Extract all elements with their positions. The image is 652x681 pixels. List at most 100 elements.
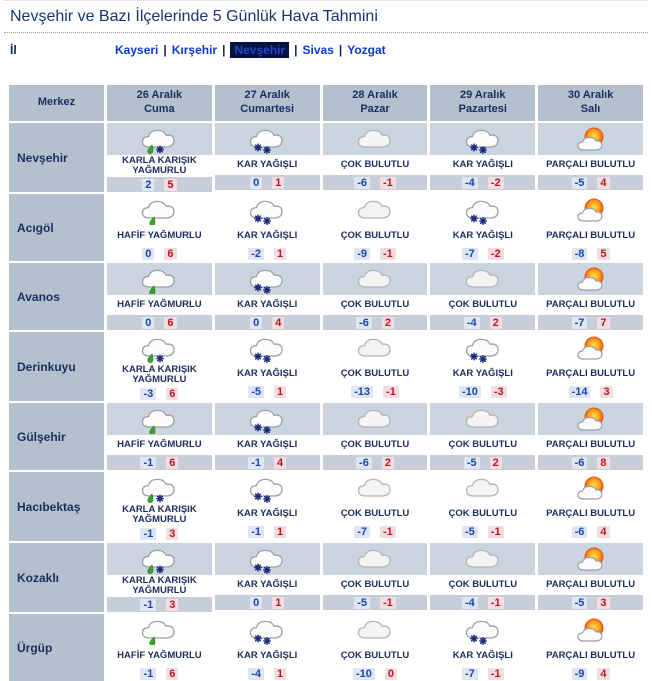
province-separator: | xyxy=(163,43,167,57)
weather-icon-band xyxy=(107,543,212,575)
min-temp: -6 xyxy=(356,456,372,469)
forecast-cell: HAFİF YAĞMURLU 0 6 xyxy=(107,194,212,261)
weather-icon-band xyxy=(322,472,428,504)
forecast-cell: ÇOK BULUTLU -4 -1 xyxy=(430,543,536,612)
day-header-3: 28 Aralık Pazar xyxy=(322,85,428,121)
province-link-2[interactable]: Kırşehir xyxy=(171,43,218,57)
weather-icon-band xyxy=(538,332,643,364)
condition-label: ÇOK BULUTLU xyxy=(322,226,428,246)
max-temp: 3 xyxy=(166,527,179,540)
temperature-band: -1 6 xyxy=(107,455,212,470)
temperature-band: -6 2 xyxy=(322,315,428,330)
forecast-cell: KAR YAĞIŞLI 0 1 xyxy=(214,543,320,612)
max-temp: -1 xyxy=(379,176,396,189)
overcast-icon xyxy=(465,478,499,497)
province-separator: | xyxy=(294,43,298,57)
weather-icon-band xyxy=(430,472,536,504)
max-temp: 1 xyxy=(274,667,287,680)
district-row: Acıgöl HAFİF YAĞMURLU 0 6 KAR YAĞIŞLI -2 1 ÇOK … xyxy=(9,194,643,261)
condition-label: ÇOK BULUTLU xyxy=(322,575,428,595)
weather-icon-band xyxy=(430,403,536,435)
weather-icon-band xyxy=(214,614,320,646)
forecast-cell: ÇOK BULUTLU -7 -1 xyxy=(322,472,428,541)
forecast-cell: ÇOK BULUTLU -13 -1 xyxy=(322,332,428,401)
condition-label: ÇOK BULUTLU xyxy=(430,575,536,595)
condition-label: KAR YAĞIŞLI xyxy=(214,226,320,246)
partly-cloudy-icon xyxy=(576,198,604,222)
min-temp: -1 xyxy=(140,598,157,611)
min-temp: -1 xyxy=(140,527,157,540)
max-temp: 1 xyxy=(274,247,287,260)
province-separator: | xyxy=(338,43,343,57)
snow-icon xyxy=(250,478,283,503)
max-temp: -1 xyxy=(379,525,396,538)
forecast-cell: ÇOK BULUTLU -5 -1 xyxy=(322,543,428,612)
snow-icon xyxy=(465,338,499,363)
max-temp: -2 xyxy=(487,176,504,189)
weather-icon-band xyxy=(322,403,428,435)
temperature-band: -5 2 xyxy=(430,455,536,470)
weather-icon-band xyxy=(214,263,320,295)
weather-icon-band xyxy=(214,123,320,155)
weather-icon-band xyxy=(538,123,643,155)
max-temp: 6 xyxy=(164,247,177,260)
overcast-icon xyxy=(465,549,499,568)
condition-label: KAR YAĞIŞLI xyxy=(214,155,320,175)
forecast-cell: KARLA KARIŞIK YAĞMURLU -3 6 xyxy=(107,332,212,401)
forecast-cell: KAR YAĞIŞLI -4 -2 xyxy=(430,123,536,192)
condition-label: PARÇALI BULUTLU xyxy=(538,646,643,666)
condition-label: KAR YAĞIŞLI xyxy=(430,155,536,175)
province-selector-label: İl xyxy=(10,43,17,57)
forecast-cell: HAFİF YAĞMURLU 0 6 xyxy=(107,263,212,330)
min-temp: -10 xyxy=(458,385,481,398)
min-temp: -1 xyxy=(248,456,265,469)
min-temp: -1 xyxy=(248,525,265,538)
min-temp: -7 xyxy=(571,316,588,329)
province-link-4[interactable]: Sivas xyxy=(302,43,334,57)
min-temp: -6 xyxy=(571,525,588,538)
day-header-2: 27 Aralık Cumartesi xyxy=(214,85,320,121)
temperature-band: -2 1 xyxy=(214,246,320,261)
weather-icon-band xyxy=(107,194,212,226)
condition-label: KAR YAĞIŞLI xyxy=(430,226,536,246)
condition-label: KARLA KARIŞIK YAĞMURLU xyxy=(107,504,212,526)
province-link-5[interactable]: Yozgat xyxy=(347,43,386,57)
weather-icon-band xyxy=(430,614,536,646)
snow-icon xyxy=(250,549,283,574)
weather-icon-band xyxy=(322,123,428,155)
condition-label: ÇOK BULUTLU xyxy=(430,504,536,524)
weather-icon-band xyxy=(322,543,428,575)
province-link-3[interactable]: Nevşehir xyxy=(230,42,290,58)
condition-label: ÇOK BULUTLU xyxy=(322,646,428,666)
min-temp: -5 xyxy=(571,596,588,609)
min-temp: -6 xyxy=(571,456,588,469)
temperature-band: -4 -1 xyxy=(430,595,536,610)
weather-icon-band xyxy=(538,194,643,226)
forecast-cell: KAR YAĞIŞLI 0 4 xyxy=(214,263,320,330)
snow-icon xyxy=(465,200,499,225)
condition-label: KAR YAĞIŞLI xyxy=(430,364,536,384)
forecast-cell: PARÇALI BULUTLU -6 4 xyxy=(538,472,643,541)
min-temp: -14 xyxy=(568,385,591,398)
min-temp: -5 xyxy=(248,385,265,398)
weather-icon-band xyxy=(430,194,536,226)
max-temp: 7 xyxy=(597,316,610,329)
max-temp: 1 xyxy=(274,525,287,538)
temperature-band: -1 3 xyxy=(107,526,212,541)
temperature-band: -1 1 xyxy=(214,524,320,539)
min-temp: -6 xyxy=(356,316,372,329)
forecast-cell: PARÇALI BULUTLU -5 4 xyxy=(538,123,643,192)
sleet-icon xyxy=(142,338,176,363)
overcast-icon xyxy=(357,409,391,428)
min-temp: -1 xyxy=(140,667,157,680)
max-temp: 4 xyxy=(597,176,610,189)
district-row: Ürgüp HAFİF YAĞMURLU -1 6 KAR YAĞIŞLI -4 1 ÇOK … xyxy=(9,614,643,681)
temperature-band: -8 5 xyxy=(538,246,643,261)
province-selector: İl Kayseri | Kırşehir | Nevşehir | Sivas | Yozga… xyxy=(10,42,652,58)
province-link-1[interactable]: Kayseri xyxy=(115,43,159,57)
max-temp: 2 xyxy=(381,316,394,329)
day-header-date: 29 Aralık xyxy=(460,89,506,102)
partly-cloudy-icon xyxy=(576,127,604,151)
